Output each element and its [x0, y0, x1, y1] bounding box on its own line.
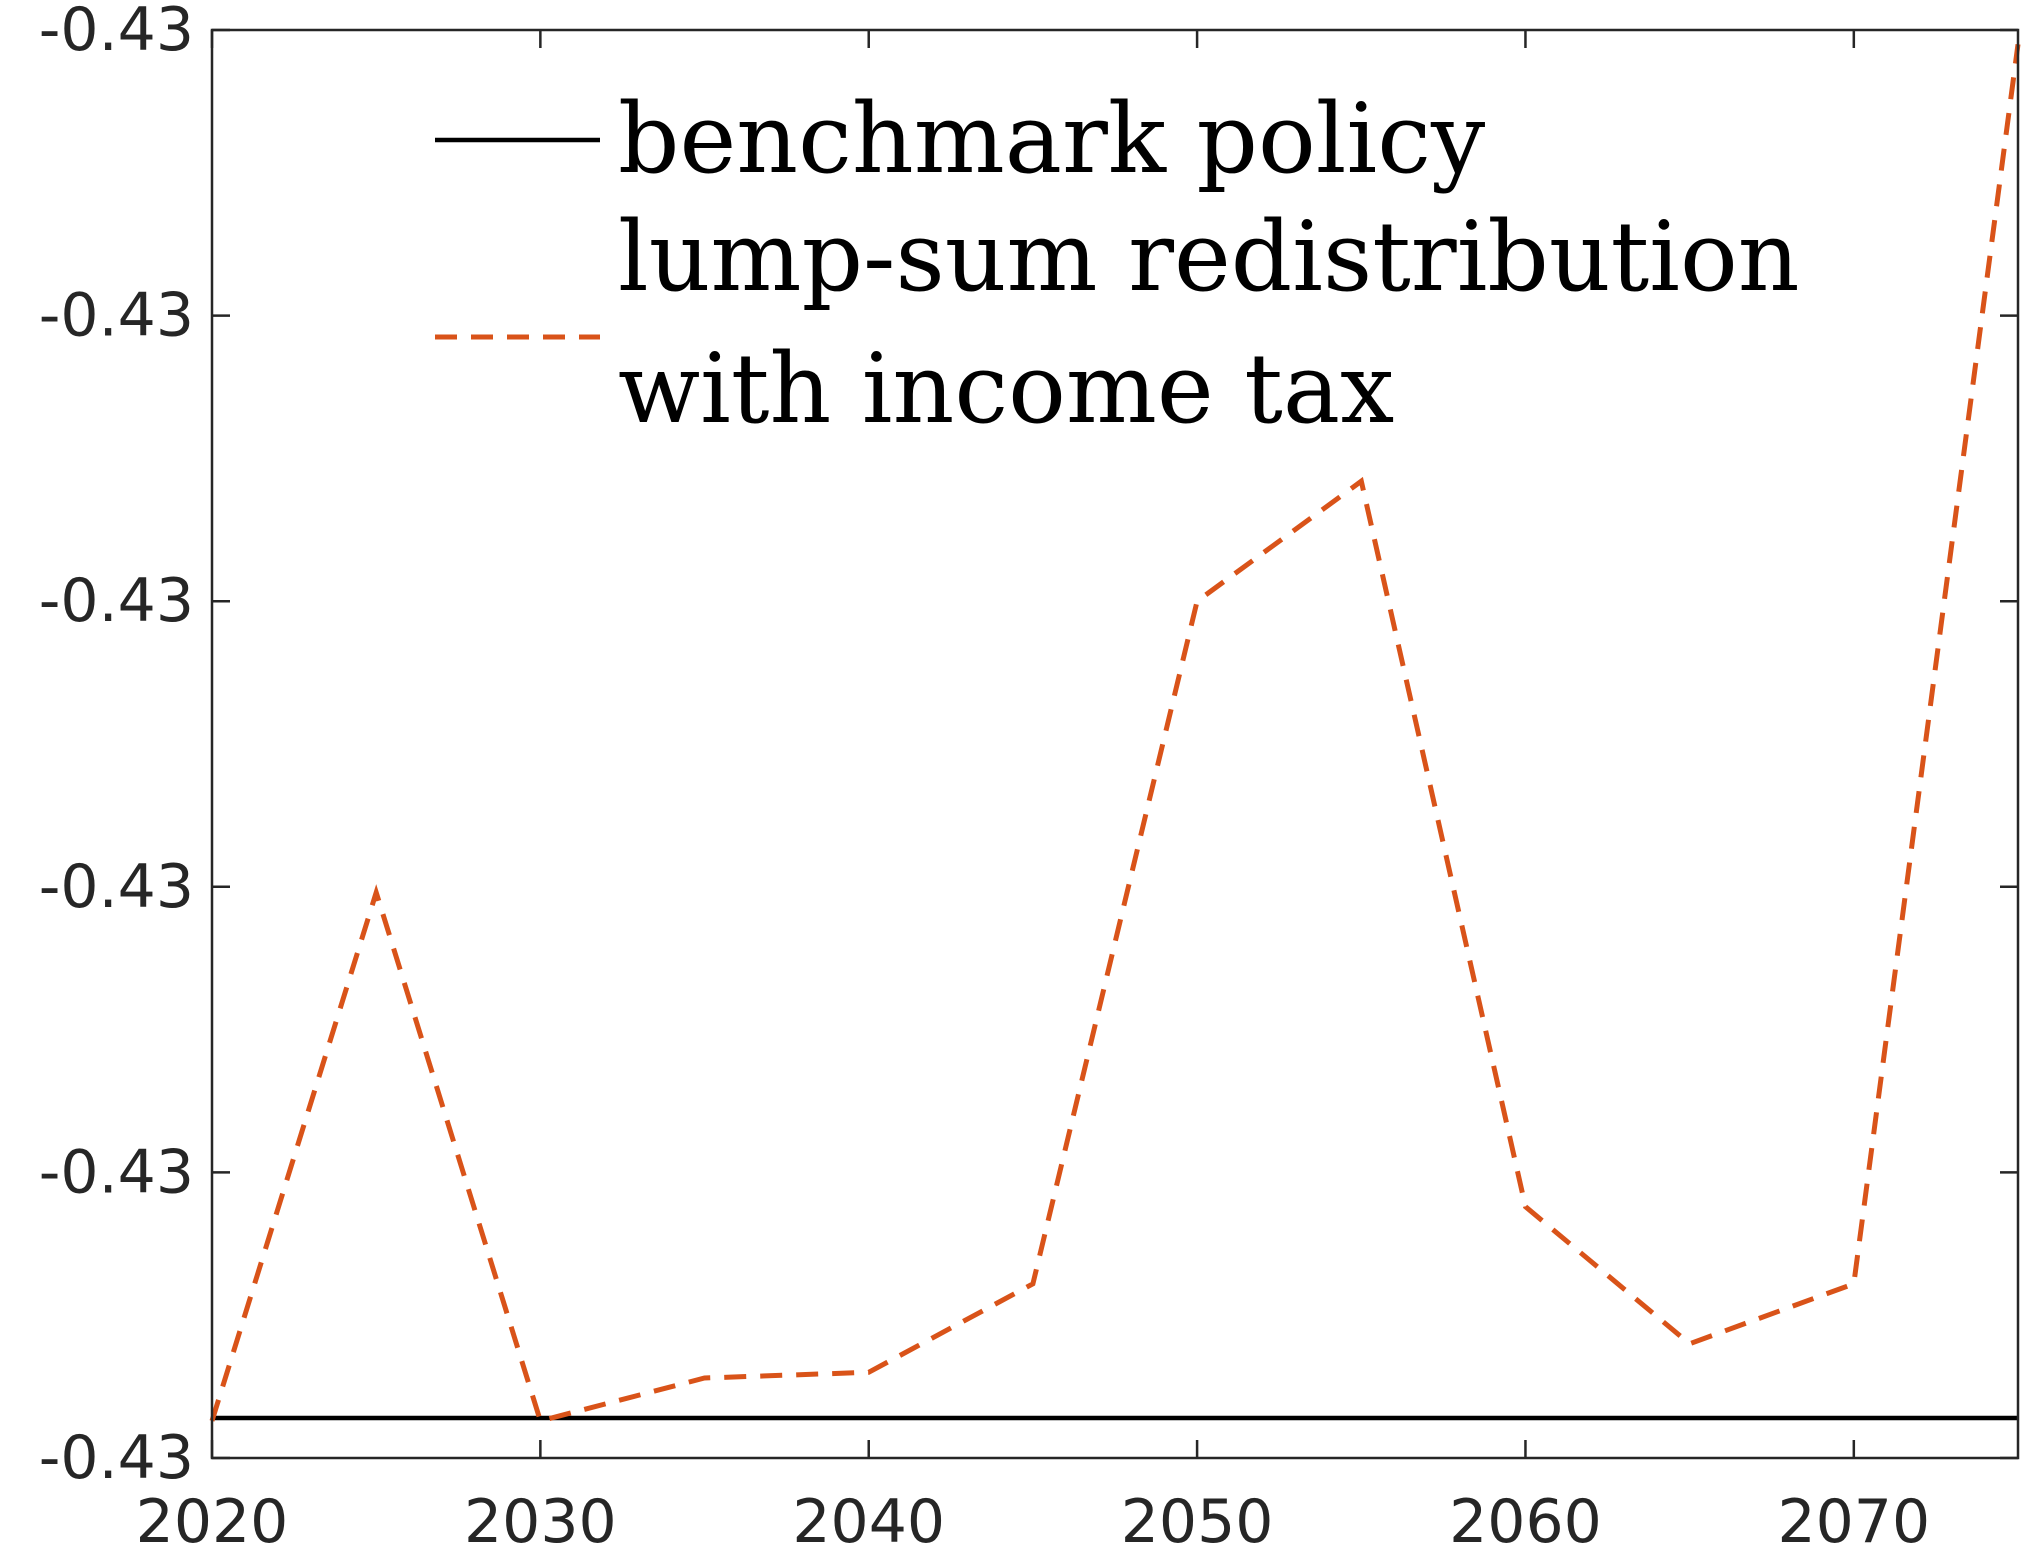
y-tick-label-4: -0.43: [39, 281, 194, 351]
axes-layer: 2020 2030 2040 2050 2060 2070 -0.43 -0.43 -0.43 -…: [39, 0, 2020, 1554]
legend: benchmark policy lump-sum redistribution…: [420, 70, 1810, 450]
y-tick-label-0: -0.43: [39, 1423, 194, 1493]
legend-label-lump-sum-redistribution: lump-sum redistribution: [618, 201, 1800, 313]
y-tick-label-2: -0.43: [39, 852, 194, 922]
y-tick-label-3: -0.43: [39, 566, 194, 636]
legend-label-with-income-tax: with income tax: [618, 333, 1394, 445]
legend-label-benchmark-policy: benchmark policy: [618, 83, 1485, 195]
y-tick-label-1: -0.43: [39, 1137, 194, 1207]
series-line-1: [209, 43, 2021, 1424]
series-layer: [209, 43, 2021, 1424]
x-tick-label-4: 2060: [1449, 1487, 1602, 1554]
legend-box: [420, 70, 1810, 450]
y-tick-label-5: -0.43: [39, 0, 194, 65]
x-tick-label-0: 2020: [136, 1487, 289, 1554]
x-tick-label-1: 2030: [464, 1487, 617, 1554]
x-tick-label-3: 2050: [1121, 1487, 1274, 1554]
x-tick-label-5: 2070: [1777, 1487, 1930, 1554]
x-tick-label-2: 2040: [792, 1487, 945, 1554]
axes-frame: [210, 28, 2020, 1460]
